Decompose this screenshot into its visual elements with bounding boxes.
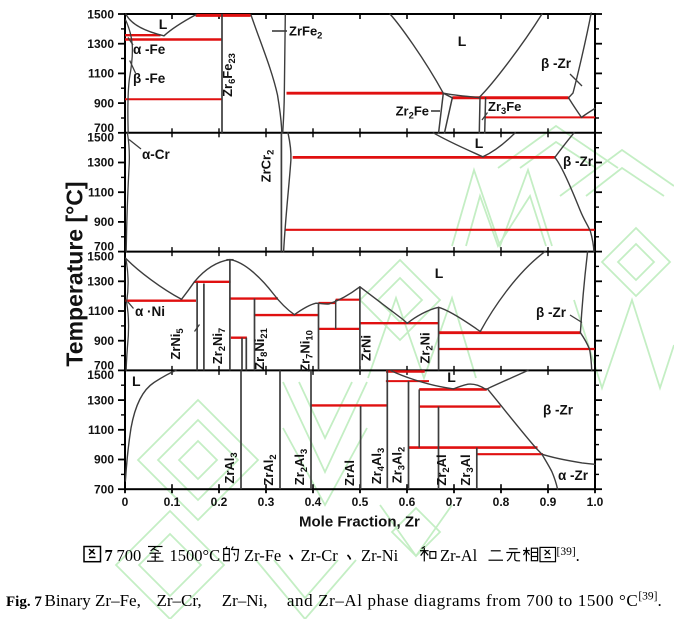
svg-text:0.6: 0.6 [399,495,416,509]
svg-text:α -Zr: α -Zr [558,468,589,483]
svg-text:β -Zr: β -Zr [563,154,594,169]
svg-text:ZrNi5: ZrNi5 [168,328,185,359]
svg-text:Zr7Ni10: Zr7Ni10 [298,330,315,372]
svg-text:0.2: 0.2 [211,495,228,509]
svg-text:β -Zr: β -Zr [536,305,567,320]
svg-text:and Zr–Al phase diagrams from: and Zr–Al phase diagrams from 700 to 150… [287,591,662,611]
svg-text:0.4: 0.4 [305,495,322,509]
svg-text:β -Fe: β -Fe [133,71,166,86]
svg-text:ZrAl3: ZrAl3 [222,452,239,483]
svg-text:Zr2Al3: Zr2Al3 [292,449,309,485]
svg-text:1500°C: 1500°C [170,546,221,565]
svg-text:7: 7 [105,546,113,565]
svg-text:0: 0 [122,495,129,509]
svg-text:1500: 1500 [87,131,114,145]
svg-text:0.7: 0.7 [446,495,463,509]
svg-text:Zr3Al2: Zr3Al2 [390,447,407,483]
svg-text:α -Fe: α -Fe [133,42,166,57]
svg-text:1300: 1300 [87,37,114,51]
svg-text:β -Zr: β -Zr [541,56,572,71]
svg-text:ZrAl2: ZrAl2 [261,454,278,485]
svg-text:Zr2Ni7: Zr2Ni7 [210,328,227,364]
svg-text:1500: 1500 [87,249,114,263]
svg-text:700: 700 [94,240,114,254]
svg-text:ZrCr2: ZrCr2 [259,150,276,183]
svg-text:0.9: 0.9 [540,495,557,509]
svg-text:1300: 1300 [87,156,114,170]
svg-text:Zr2Al: Zr2Al [434,454,451,485]
svg-text:0.8: 0.8 [493,495,510,509]
svg-text:900: 900 [94,215,114,229]
svg-text:L: L [435,265,444,281]
svg-text:ZrFe2: ZrFe2 [289,24,322,41]
svg-text:900: 900 [94,334,114,348]
svg-text:0.3: 0.3 [258,495,275,509]
svg-text:1100: 1100 [88,423,114,437]
svg-text:700: 700 [94,358,114,372]
svg-text:β -Zr: β -Zr [543,403,574,418]
svg-text:Temperature [°C]: Temperature [°C] [62,181,88,366]
svg-text:700: 700 [94,482,114,496]
svg-text:Zr2Fe: Zr2Fe [396,104,429,121]
svg-text:Zr-Al: Zr-Al [440,546,478,565]
svg-text:900: 900 [94,96,114,110]
svg-text:1300: 1300 [87,275,114,289]
svg-text:1500: 1500 [87,8,114,22]
svg-text:L: L [458,33,467,49]
svg-text:0.1: 0.1 [164,495,181,509]
svg-text:1500: 1500 [87,368,114,382]
svg-text:ZrNi: ZrNi [359,335,374,361]
svg-text:1.0: 1.0 [587,495,604,509]
svg-text:L: L [475,135,484,151]
svg-text:Zr3Al: Zr3Al [458,454,475,485]
svg-text:Zr3Fe: Zr3Fe [488,99,521,116]
svg-text:1300: 1300 [87,393,114,407]
svg-text:700: 700 [94,121,114,135]
svg-text:900: 900 [94,453,114,467]
svg-text:700: 700 [117,546,142,565]
svg-text:Zr-Ni: Zr-Ni [361,546,399,565]
svg-text:α ·Ni: α ·Ni [135,304,165,319]
svg-text:L: L [447,369,456,385]
svg-text:Zr8Ni21: Zr8Ni21 [252,328,269,370]
svg-text:Zr–Cr,: Zr–Cr, [157,591,202,610]
svg-text:Binary Zr–Fe,: Binary Zr–Fe, [45,591,141,610]
svg-text:Mole Fraction, Zr: Mole Fraction, Zr [299,514,420,531]
svg-text:Zr6Fe23: Zr6Fe23 [220,53,237,97]
svg-text:L: L [132,373,141,389]
svg-text:α-Cr: α-Cr [142,147,171,162]
svg-text:Zr-Cr: Zr-Cr [301,546,339,565]
svg-text:0.5: 0.5 [352,495,369,509]
svg-text:1100: 1100 [88,185,114,199]
svg-text:Zr4Al3: Zr4Al3 [369,448,386,484]
svg-text:Zr–Ni,: Zr–Ni, [222,591,268,610]
svg-text:ZrAl: ZrAl [342,460,357,486]
svg-text:L: L [159,16,168,32]
svg-text:Zr-Fe: Zr-Fe [244,546,281,565]
svg-text:Fig. 7: Fig. 7 [6,594,42,610]
svg-text:1100: 1100 [88,304,114,318]
svg-text:1100: 1100 [88,67,114,81]
svg-text:Zr2Ni: Zr2Ni [418,332,435,363]
